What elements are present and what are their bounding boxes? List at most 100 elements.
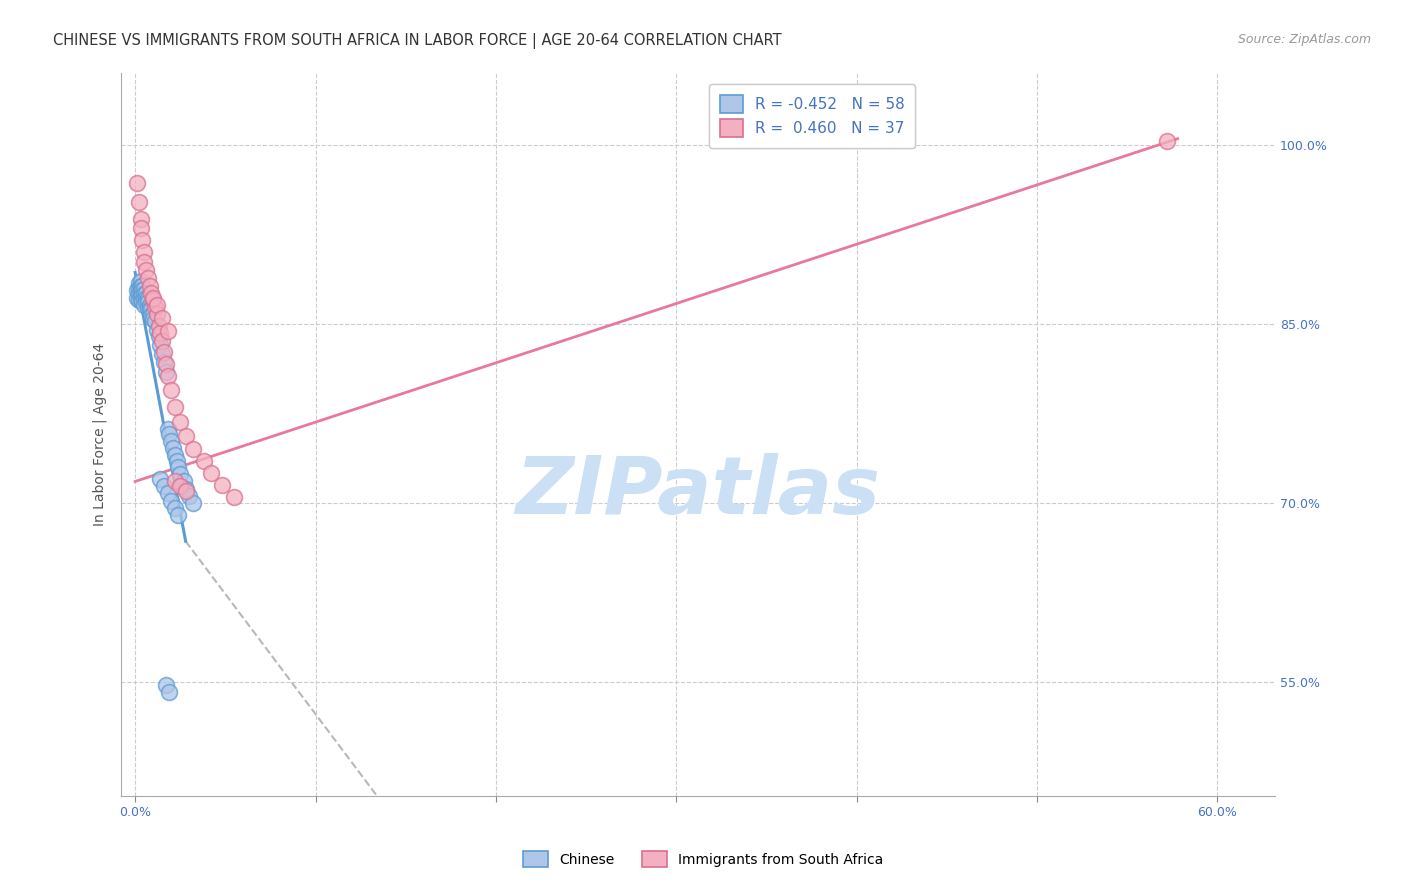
Point xyxy=(135,263,157,277)
Point xyxy=(157,426,180,441)
Text: ZIPatlas: ZIPatlas xyxy=(516,453,880,531)
Point xyxy=(167,460,190,475)
Point xyxy=(153,355,176,369)
Point xyxy=(150,310,173,325)
Point xyxy=(169,415,191,429)
Point xyxy=(134,254,156,268)
Point xyxy=(200,466,222,480)
Point xyxy=(125,284,148,298)
Point xyxy=(174,482,197,496)
Point xyxy=(131,284,153,298)
Point xyxy=(146,307,169,321)
Point xyxy=(129,278,152,293)
Point xyxy=(163,500,186,515)
Legend: R = -0.452   N = 58, R =  0.460   N = 37: R = -0.452 N = 58, R = 0.460 N = 37 xyxy=(709,84,915,148)
Point xyxy=(141,302,163,317)
Point xyxy=(1156,134,1178,148)
Point xyxy=(148,319,170,334)
Point xyxy=(143,300,166,314)
Text: CHINESE VS IMMIGRANTS FROM SOUTH AFRICA IN LABOR FORCE | AGE 20-64 CORRELATION C: CHINESE VS IMMIGRANTS FROM SOUTH AFRICA … xyxy=(53,33,782,49)
Point xyxy=(136,271,159,285)
Point xyxy=(138,302,160,317)
Legend: Chinese, Immigrants from South Africa: Chinese, Immigrants from South Africa xyxy=(516,845,890,874)
Point xyxy=(138,278,160,293)
Point xyxy=(160,434,183,448)
Point xyxy=(128,282,150,296)
Point xyxy=(157,684,180,698)
Point xyxy=(181,496,204,510)
Point xyxy=(173,475,195,489)
Point xyxy=(149,472,172,486)
Point xyxy=(224,490,246,504)
Point xyxy=(153,345,176,359)
Point xyxy=(143,314,166,328)
Point xyxy=(142,307,165,321)
Point xyxy=(142,291,165,305)
Point xyxy=(141,285,163,300)
Point xyxy=(181,442,204,457)
Point xyxy=(169,467,191,482)
Point xyxy=(134,298,156,312)
Point xyxy=(136,291,159,305)
Point xyxy=(135,285,157,300)
Point xyxy=(129,211,152,226)
Point xyxy=(155,677,177,691)
Y-axis label: In Labor Force | Age 20-64: In Labor Force | Age 20-64 xyxy=(93,343,107,526)
Point xyxy=(155,365,177,379)
Point xyxy=(128,276,150,290)
Point xyxy=(125,176,148,190)
Point xyxy=(156,422,179,436)
Point xyxy=(131,294,153,309)
Point xyxy=(129,274,152,288)
Point xyxy=(141,309,163,323)
Point xyxy=(134,245,156,260)
Point xyxy=(136,295,159,310)
Point xyxy=(128,293,150,307)
Point xyxy=(128,194,150,209)
Point xyxy=(129,288,152,302)
Point xyxy=(193,454,215,468)
Point xyxy=(134,287,156,301)
Point xyxy=(138,298,160,312)
Point xyxy=(166,454,188,468)
Point xyxy=(125,291,148,305)
Point xyxy=(149,326,172,341)
Point xyxy=(129,293,152,307)
Text: Source: ZipAtlas.com: Source: ZipAtlas.com xyxy=(1237,33,1371,46)
Point xyxy=(142,293,165,307)
Point xyxy=(156,369,179,384)
Point xyxy=(149,338,172,352)
Point xyxy=(134,282,156,296)
Point xyxy=(142,312,165,326)
Point xyxy=(174,429,197,443)
Point xyxy=(135,295,157,310)
Point xyxy=(129,221,152,235)
Point xyxy=(128,287,150,301)
Point xyxy=(163,448,186,462)
Point xyxy=(146,298,169,312)
Point xyxy=(174,483,197,498)
Point xyxy=(150,346,173,360)
Point xyxy=(136,301,159,316)
Point xyxy=(155,358,177,372)
Point xyxy=(160,383,183,397)
Point xyxy=(150,334,173,348)
Point xyxy=(167,508,190,522)
Point xyxy=(131,233,153,247)
Point xyxy=(163,475,186,489)
Point xyxy=(135,291,157,305)
Point xyxy=(131,278,153,293)
Point xyxy=(146,323,169,337)
Point xyxy=(169,479,191,493)
Point xyxy=(129,284,152,298)
Point xyxy=(131,288,153,302)
Point xyxy=(163,401,186,415)
Point xyxy=(156,324,179,338)
Point xyxy=(211,478,233,492)
Point xyxy=(148,328,170,343)
Point xyxy=(134,292,156,306)
Point xyxy=(162,441,184,455)
Point xyxy=(179,489,201,503)
Point xyxy=(156,486,179,500)
Point xyxy=(160,493,183,508)
